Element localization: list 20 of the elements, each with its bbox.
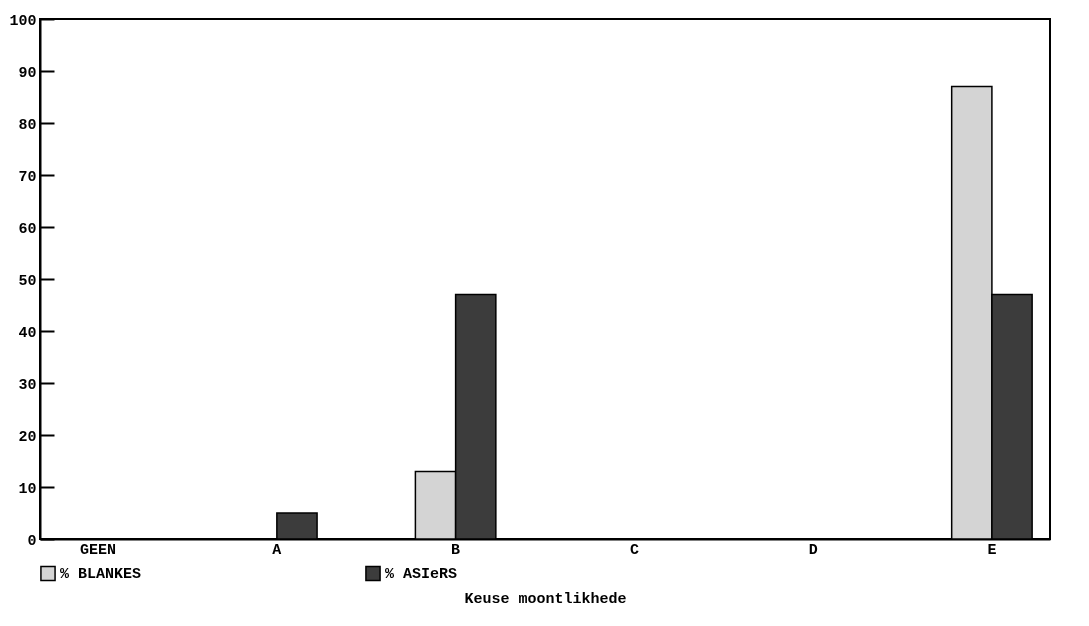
x-tick-label: C	[629, 541, 639, 559]
y-tick-label: 70	[18, 168, 37, 186]
y-tick-label: 100	[9, 12, 37, 30]
y-tick-label: 30	[18, 376, 37, 394]
x-tick-label: GEEN	[80, 541, 117, 559]
y-tick-label: 90	[18, 64, 37, 82]
x-tick-label: D	[808, 541, 818, 559]
legend-label: % ASIeRS	[385, 566, 458, 584]
y-tick-label: 60	[18, 220, 37, 238]
x-tick-label: A	[272, 541, 282, 559]
y-tick-label: 40	[18, 324, 37, 342]
legend-label: % BLANKES	[60, 566, 142, 584]
y-tick-label: 80	[18, 116, 37, 134]
y-tick-label: 10	[18, 480, 37, 498]
y-tick-label: 50	[18, 272, 37, 290]
x-tick-label: B	[451, 541, 461, 559]
y-tick-label: 20	[18, 428, 37, 446]
y-tick-label: 0	[27, 532, 37, 550]
x-axis-title: Keuse moontlikhede	[464, 590, 627, 608]
x-tick-label: E	[987, 541, 997, 559]
